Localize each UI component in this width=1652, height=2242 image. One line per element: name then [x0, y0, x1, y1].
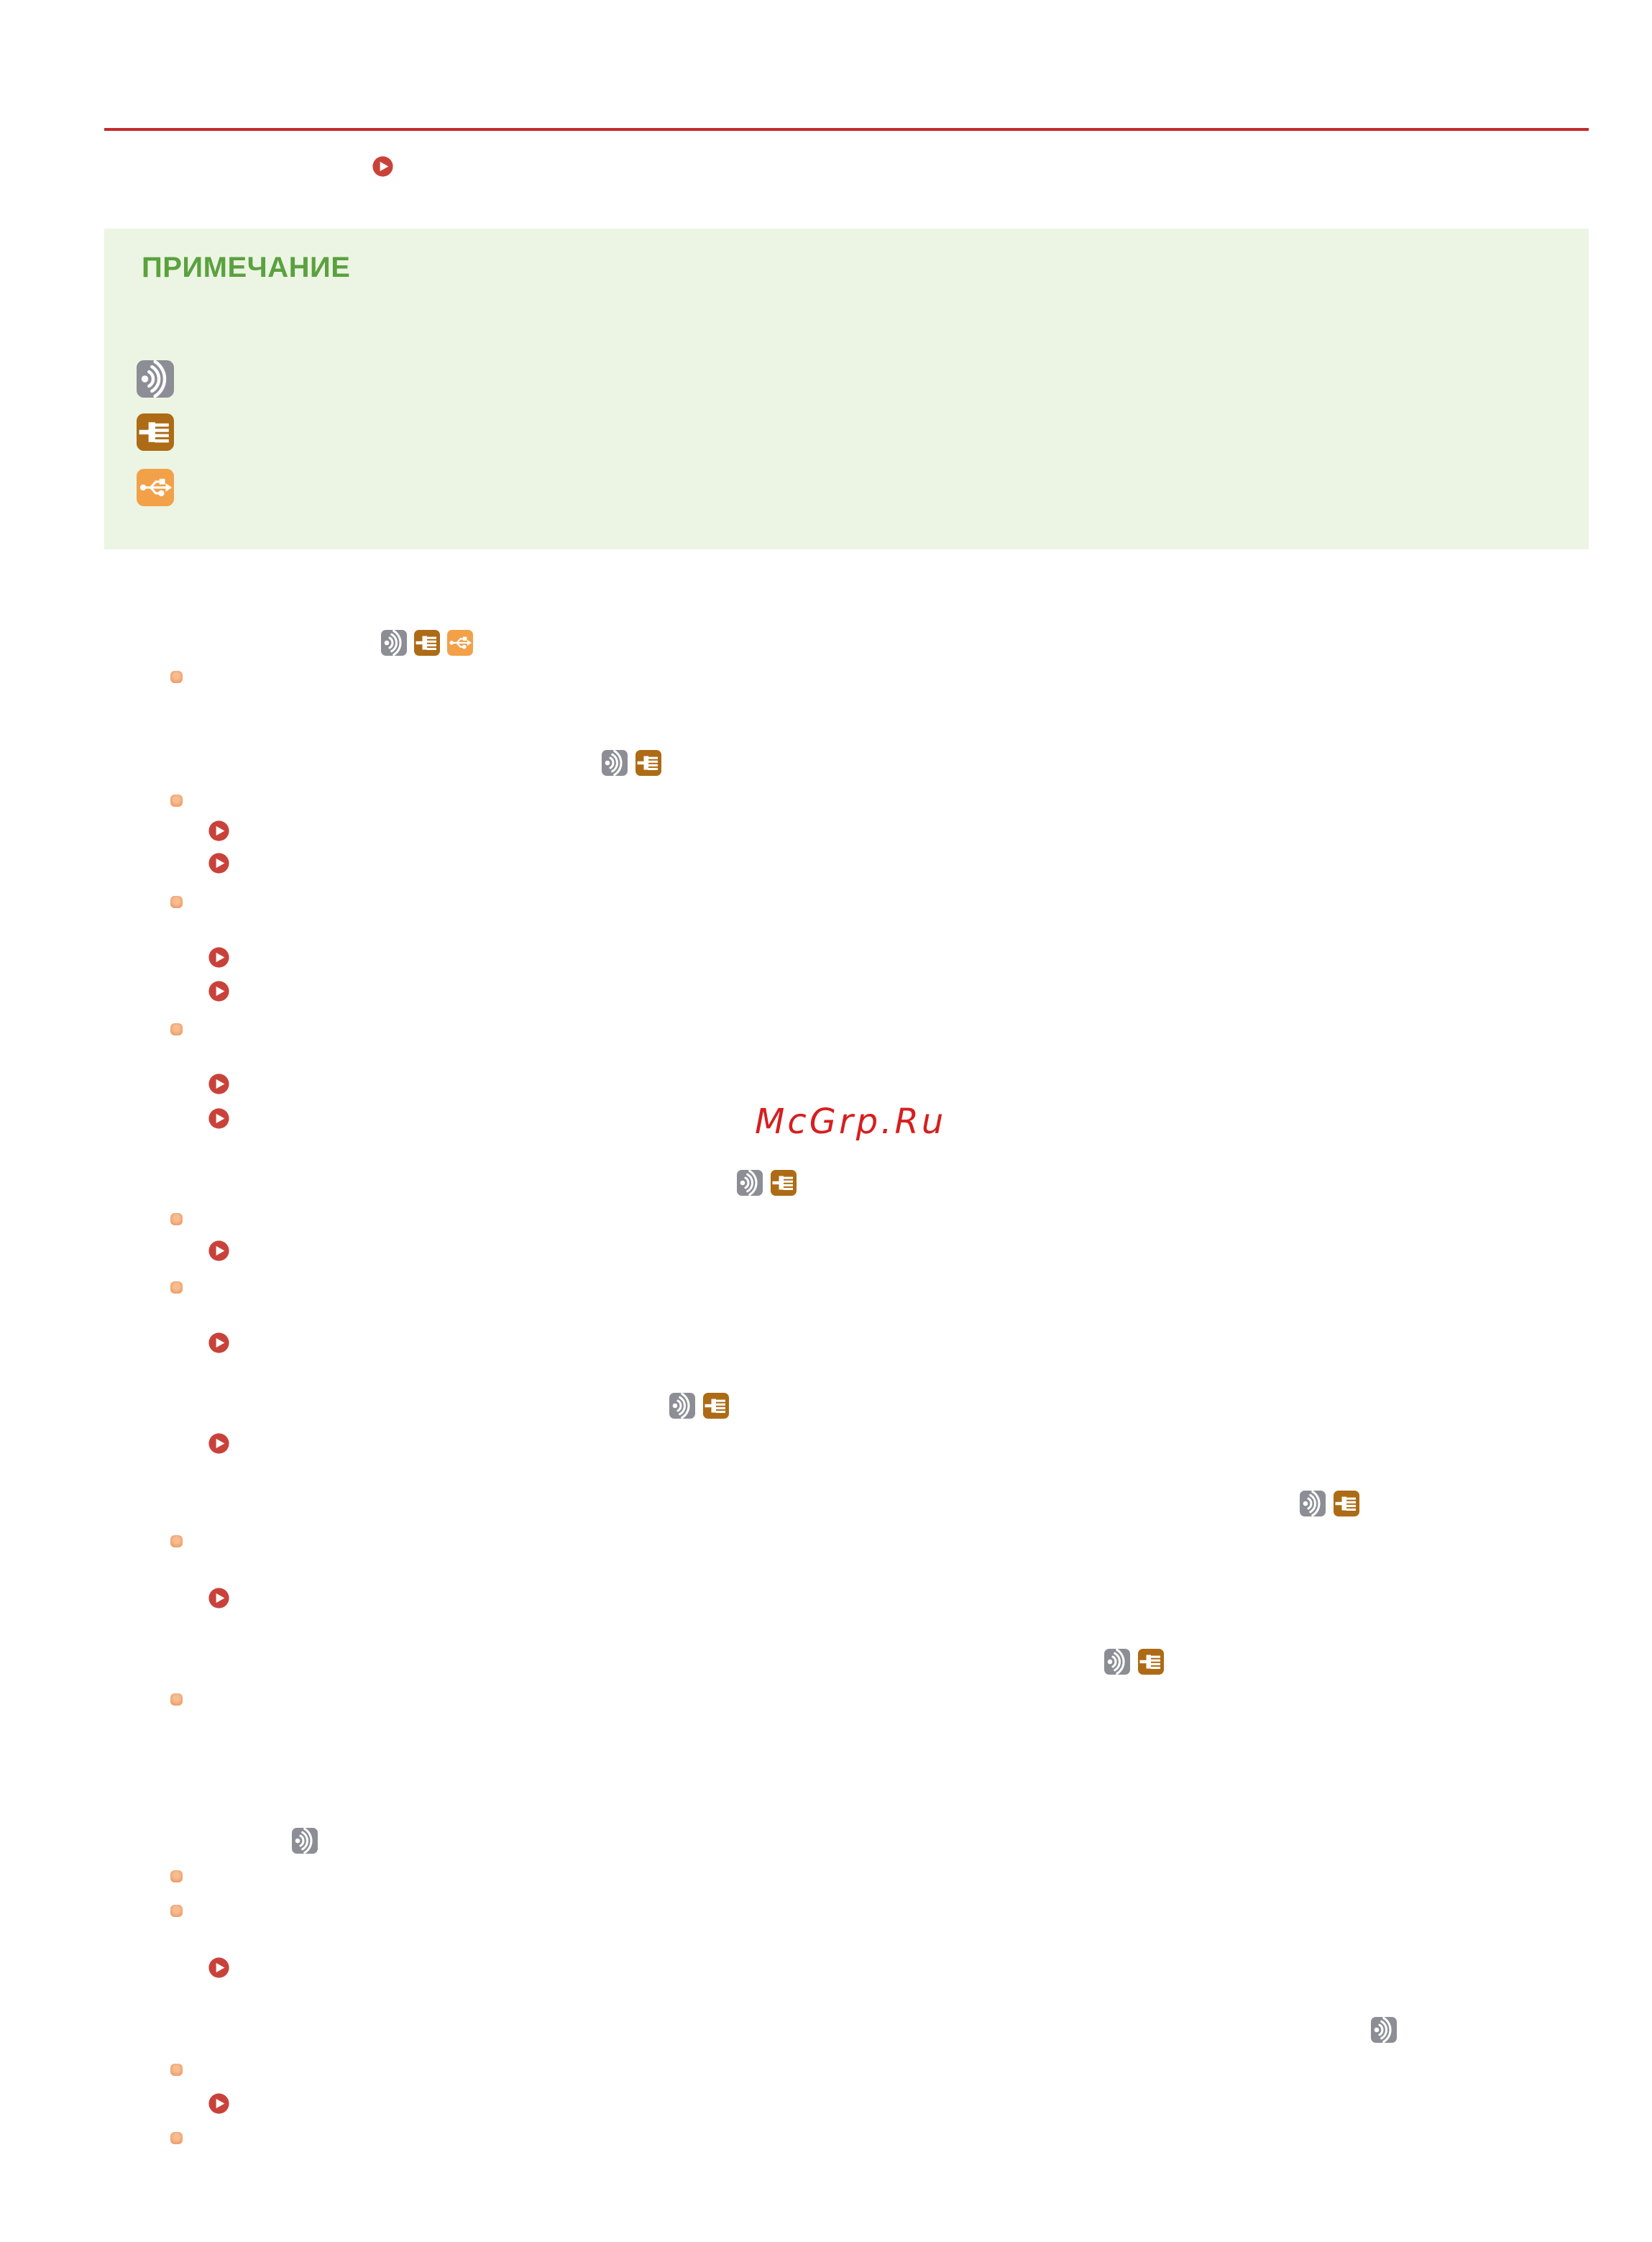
section-divider — [104, 128, 1589, 131]
play-link-icon[interactable] — [208, 1074, 229, 1094]
play-link-icon[interactable] — [208, 1433, 229, 1454]
wired-lan-icon — [635, 750, 661, 776]
list-bullet — [170, 2064, 183, 2076]
note-box — [104, 229, 1589, 549]
play-link-icon[interactable] — [208, 853, 229, 874]
list-bullet — [170, 1693, 183, 1706]
list-bullet — [170, 2132, 183, 2144]
play-link-icon[interactable] — [208, 1957, 229, 1978]
wired-lan-icon — [1334, 1491, 1359, 1516]
play-link-icon[interactable] — [208, 1240, 229, 1261]
wireless-lan-icon — [669, 1393, 695, 1419]
wireless-lan-icon — [602, 750, 628, 776]
wired-lan-icon — [137, 413, 174, 451]
wired-lan-icon — [771, 1170, 797, 1196]
list-bullet — [170, 795, 183, 807]
wired-lan-icon — [703, 1393, 729, 1419]
list-bullet — [170, 1535, 183, 1547]
wired-lan-icon — [1138, 1649, 1164, 1675]
wireless-lan-icon — [1371, 2017, 1397, 2043]
play-link-icon[interactable] — [208, 1332, 229, 1353]
list-bullet — [170, 1281, 183, 1294]
play-link-icon[interactable] — [208, 1108, 229, 1129]
usb-icon — [447, 630, 473, 656]
usb-icon — [137, 469, 174, 506]
play-link-icon[interactable] — [208, 947, 229, 968]
play-link-icon[interactable] — [208, 1588, 229, 1609]
wireless-lan-icon — [292, 1828, 318, 1854]
play-link-icon[interactable] — [208, 981, 229, 1002]
list-bullet — [170, 1905, 183, 1917]
wireless-lan-icon — [381, 630, 407, 656]
list-bullet — [170, 1213, 183, 1225]
wired-lan-icon — [414, 630, 440, 656]
wireless-lan-icon — [737, 1170, 763, 1196]
list-bullet — [170, 1870, 183, 1882]
watermark-link[interactable]: McGrp.Ru — [755, 1102, 947, 1142]
list-bullet — [170, 896, 183, 908]
list-bullet — [170, 671, 183, 683]
play-link-icon[interactable] — [372, 156, 393, 177]
list-bullet — [170, 1023, 183, 1035]
wireless-lan-icon — [137, 360, 174, 398]
play-link-icon[interactable] — [208, 820, 229, 841]
wireless-lan-icon — [1300, 1491, 1326, 1516]
wireless-lan-icon — [1104, 1649, 1130, 1675]
note-label: ПРИМЕЧАНИЕ — [142, 252, 351, 283]
play-link-icon[interactable] — [208, 2093, 229, 2114]
